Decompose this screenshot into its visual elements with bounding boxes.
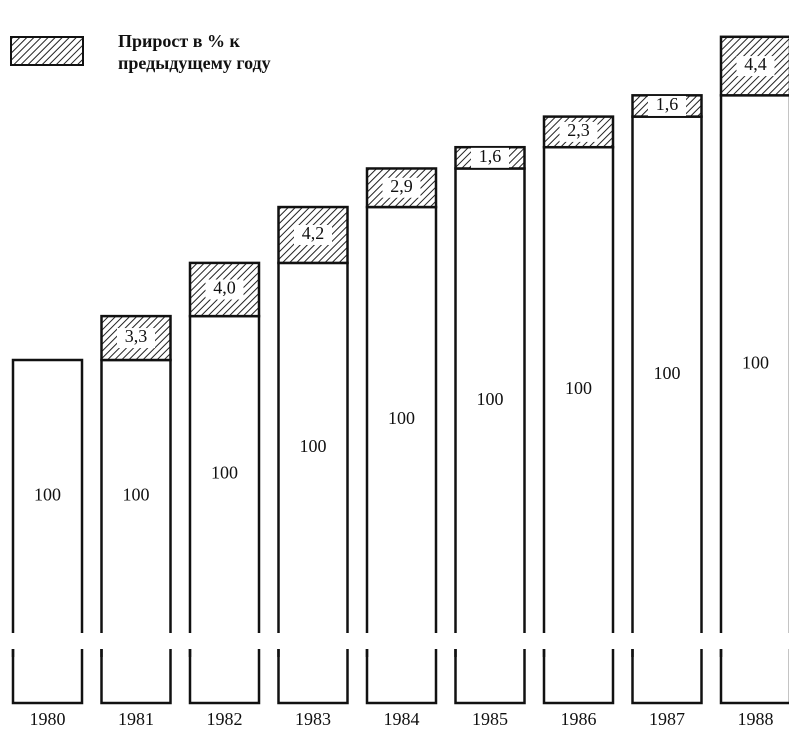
growth-label: 2,9 [390, 176, 413, 196]
growth-label: 2,3 [567, 120, 590, 140]
growth-label: 4,4 [744, 54, 767, 74]
growth-label: 4,0 [213, 278, 236, 298]
label-bg [382, 177, 421, 198]
bar-base [277, 261, 349, 705]
x-tick-label: 1981 [118, 709, 154, 729]
x-tick-label: 1980 [30, 709, 66, 729]
label-bg [559, 121, 598, 142]
legend-label: Прирост в % к предыдущему году [118, 31, 271, 73]
axis-break [10, 633, 85, 649]
bar-base [11, 358, 84, 705]
growth-label: 1,6 [656, 94, 679, 114]
label-bg [117, 328, 155, 349]
x-tick-label: 1984 [384, 709, 420, 729]
x-tick-label: 1983 [295, 709, 331, 729]
bar-label: 100 [300, 436, 327, 456]
bar-label: 100 [565, 378, 592, 398]
growth-label: 1,6 [479, 146, 502, 166]
axis-break [541, 633, 616, 649]
axis-break [718, 633, 789, 649]
bar-label: 100 [34, 485, 61, 505]
x-tick-label: 1982 [207, 709, 243, 729]
bar-label: 100 [742, 352, 769, 372]
label-bg [648, 95, 686, 116]
axis-break [98, 633, 174, 649]
x-tick-label: 1986 [561, 709, 597, 729]
label-bg [205, 279, 244, 300]
axis-break [452, 633, 528, 649]
label-bg [294, 224, 332, 245]
axis-break [629, 633, 705, 649]
bar-label: 100 [211, 463, 238, 483]
bar-base [542, 145, 615, 705]
axis-break [187, 633, 262, 649]
bar-label: 100 [123, 485, 150, 505]
axis-break [364, 633, 439, 649]
growth-label: 4,2 [302, 223, 325, 243]
bar-label: 100 [654, 363, 681, 383]
bar-base [631, 115, 703, 705]
bar-base [454, 167, 526, 705]
legend-swatch [10, 36, 84, 66]
bar-base [719, 94, 789, 705]
bar-label: 100 [477, 389, 504, 409]
growth-label: 3,3 [125, 326, 148, 346]
bar-growth [719, 35, 789, 97]
bar-base [365, 205, 438, 705]
x-tick-label: 1987 [649, 709, 685, 729]
label-bg [471, 147, 509, 168]
bar-base [100, 358, 172, 705]
axis-break [275, 633, 351, 649]
label-bg [736, 56, 775, 77]
bar-label: 100 [388, 408, 415, 428]
x-tick-label: 1985 [472, 709, 508, 729]
x-tick-label: 1988 [738, 709, 774, 729]
